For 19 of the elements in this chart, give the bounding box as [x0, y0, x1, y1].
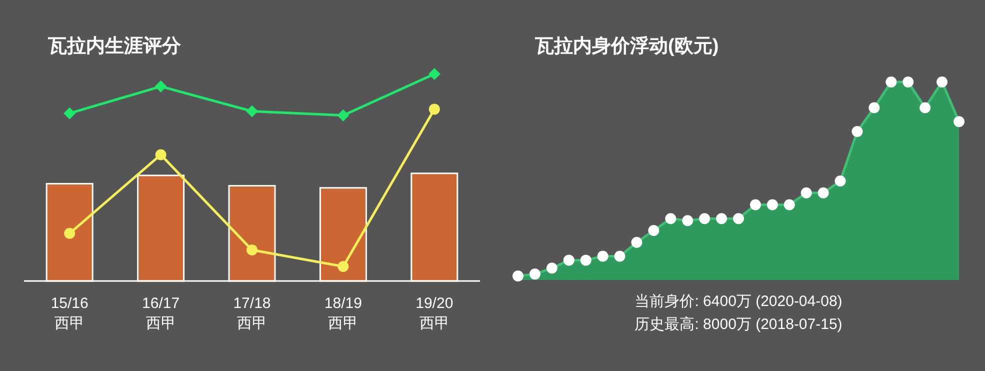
- x-tick-label: 18/19 西甲: [324, 295, 362, 332]
- x-tick-label: 15/16 西甲: [50, 295, 88, 332]
- point: [428, 104, 440, 115]
- point: [64, 228, 76, 239]
- x-tick-label: 16/17 西甲: [142, 295, 180, 332]
- x-tick-label: 19/20 西甲: [416, 295, 454, 332]
- point: [64, 107, 76, 120]
- point: [428, 68, 440, 80]
- text: 当前身价: 6400万 (2020-04-08): [634, 293, 842, 310]
- text: 历史最高: 8000万 (2018-07-15): [634, 316, 842, 333]
- chart-title: 瓦拉内身价浮动(欧元): [534, 35, 719, 57]
- chart-title: 瓦拉内生涯评分: [47, 35, 182, 57]
- point: [154, 80, 167, 92]
- point: [246, 105, 258, 118]
- point: [337, 109, 350, 122]
- point: [246, 244, 258, 256]
- point: [155, 149, 166, 160]
- x-tick-label: 17/18 西甲: [233, 295, 271, 332]
- point: [338, 261, 349, 272]
